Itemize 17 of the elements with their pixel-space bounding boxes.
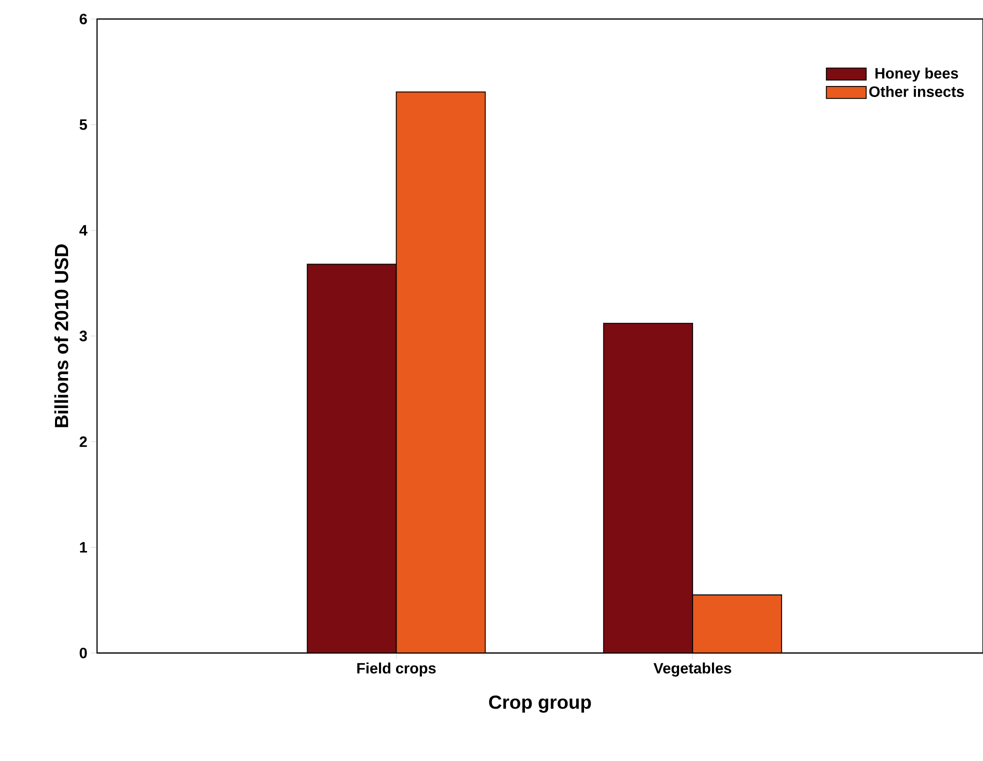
y-tick-label: 2 bbox=[80, 436, 87, 447]
bar bbox=[306, 264, 397, 653]
y-tick-label: 0 bbox=[80, 648, 87, 658]
bar bbox=[396, 91, 486, 653]
bar bbox=[603, 322, 694, 653]
y-axis-title: Billions of 2010 USD bbox=[54, 244, 68, 428]
y-tick-label: 1 bbox=[80, 542, 88, 552]
x-tick-label: Vegetables bbox=[654, 662, 732, 677]
x-tick-label: Field crops bbox=[357, 662, 436, 677]
y-tick-label: 4 bbox=[79, 225, 88, 236]
y-tick-label: 6 bbox=[80, 14, 87, 24]
y-tick-label: 3 bbox=[79, 330, 87, 342]
x-axis-title: Crop group bbox=[489, 695, 591, 713]
bar bbox=[692, 594, 782, 653]
legend-label: Honey bees bbox=[875, 68, 958, 82]
y-tick-label: 5 bbox=[80, 119, 88, 130]
legend-label: Other insects bbox=[869, 86, 964, 97]
